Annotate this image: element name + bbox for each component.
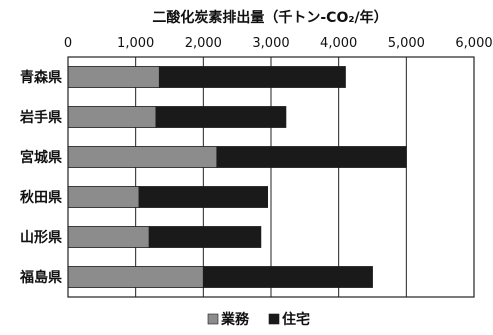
x-tick-label: 6,000 xyxy=(455,36,492,51)
x-tick-label: 0 xyxy=(64,36,72,51)
gridlines xyxy=(67,57,475,297)
category-label: 秋田県 xyxy=(20,189,62,206)
bar-segment-residential xyxy=(155,106,287,128)
legend-swatch xyxy=(207,313,219,325)
bar-segment-residential xyxy=(158,66,346,88)
bar-segment-business xyxy=(67,226,150,248)
bar-segment-residential xyxy=(202,266,373,288)
bar-segment-residential xyxy=(148,226,262,248)
category-label: 宮城県 xyxy=(20,149,62,166)
legend: 業務 住宅 xyxy=(207,311,310,328)
bar-segment-residential xyxy=(216,146,407,168)
chart-title: 二酸化炭素排出量（千トン-CO₂/年） xyxy=(152,9,387,26)
x-tick-label: 3,000 xyxy=(252,36,289,51)
category-label: 青森県 xyxy=(20,69,62,86)
legend-label: 業務 xyxy=(220,311,250,328)
bar-segment-business xyxy=(67,146,218,168)
x-tick-label: 5,000 xyxy=(388,36,425,51)
category-label: 福島県 xyxy=(19,269,62,286)
x-tick-label: 4,000 xyxy=(320,36,357,51)
legend-swatch xyxy=(268,313,280,325)
bar-segment-business xyxy=(67,186,140,208)
bar-segment-business xyxy=(67,106,157,128)
bar-segment-residential xyxy=(138,186,269,208)
category-label: 岩手県 xyxy=(19,109,62,126)
x-axis-ticks: 0 1,000 2,000 3,000 4,000 5,000 6,000 xyxy=(64,36,493,51)
category-label: 山形県 xyxy=(20,229,62,246)
bar-segment-business xyxy=(67,266,204,288)
plot-frame xyxy=(67,56,475,298)
x-tick-label: 1,000 xyxy=(117,36,154,51)
x-tick-label: 2,000 xyxy=(185,36,222,51)
bars xyxy=(67,66,407,288)
legend-label: 住宅 xyxy=(282,311,310,328)
bar-segment-business xyxy=(67,66,160,88)
